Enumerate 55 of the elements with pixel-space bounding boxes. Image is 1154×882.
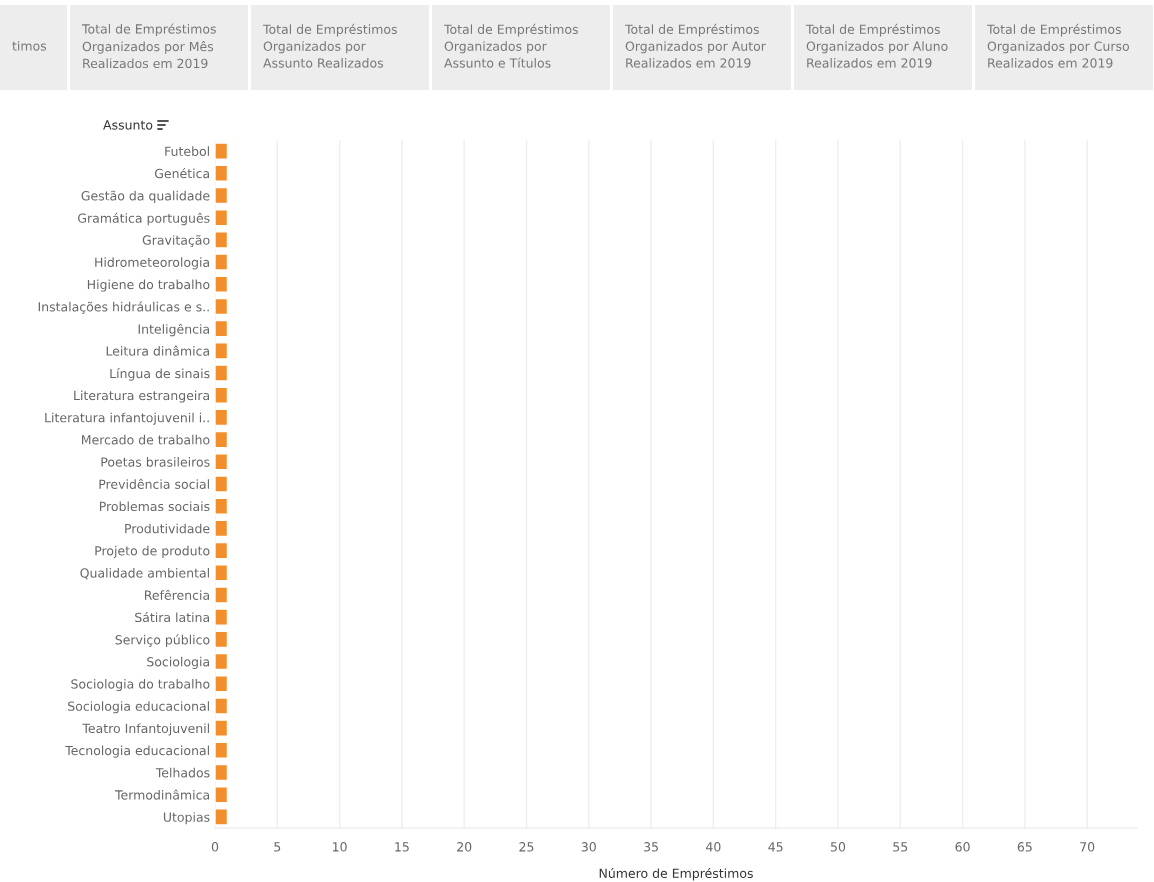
text: Total de Empréstimos Organizados por Autor Realizados em 2019 [624,23,766,68]
y-axis-title: Assunto [103,120,153,130]
y-tick-label: Sociologia educacional [68,701,209,714]
x-tick-label: 30 [581,842,596,852]
x-tick-label: 70 [1080,842,1095,852]
x-tick-label: 40 [706,842,721,852]
y-tick-label: Gravitação [142,234,210,248]
y-tick-label: Previdência social [99,478,209,489]
x-tick-label: 60 [955,842,970,852]
y-tick-label: Utopias [163,812,210,825]
y-tick-label: Telhados [155,767,210,778]
y-tick-label: Poetas brasileiros [101,457,210,467]
y-tick-label: Gestão da qualidade [81,190,210,203]
x-tick-label: 55 [893,842,908,852]
y-tick-label: Gramática português [78,212,210,226]
text: Total de Empréstimos Organizados por Curso Realizados em 2019 [986,23,1129,68]
x-tick-label: 10 [333,842,347,852]
y-tick-label: Língua de sinais [110,368,210,381]
y-tick-label: Genética [154,168,209,179]
y-tick-label: Futebol [165,146,209,157]
x-tick-label: 5 [274,842,281,852]
y-tick-label: Instalações hidráulicas e s.. [38,301,209,314]
y-tick-label: Serviço público [115,634,210,647]
y-tick-label: Tecnologia educacional [65,745,209,758]
y-tick-label: Literatura infantojuvenil i.. [45,412,209,425]
y-tick-label: Teatro Infantojuvenil [82,723,209,736]
y-tick-label: Inteligência [138,323,209,337]
y-tick-label: Leitura dinâmica [106,345,209,356]
y-tick-label: Hidrometeorologia [95,257,209,270]
x-tick-label: 15 [395,842,409,852]
text: Total de Empréstimos Organizados por Assunto e Títulos [443,23,578,68]
y-tick-label: Sociologia [147,656,209,669]
x-tick-label: 25 [519,842,534,852]
y-tick-label: Higiene do trabalho [87,279,210,292]
y-tick-label: Termodinâmica [114,789,209,800]
y-tick-label: Refêrencia [144,589,209,600]
y-tick-label: Produtividade [125,523,210,534]
text: Total de Empréstimos Organizados por Assunto Realizados [262,23,397,68]
x-tick-label: 20 [457,842,472,852]
y-tick-label: Projeto de produto [95,545,210,558]
text: Total de Empréstimos Organizados por Mês Realizados em 2019 [81,23,216,69]
text: Total de Empréstimos Organizados por Aluno Realizados em 2019 [805,23,948,68]
x-tick-label: 65 [1017,842,1032,852]
y-tick-label: Problemas sociais [99,501,210,512]
y-tick-label: Qualidade ambiental [80,568,209,580]
x-tick-label: 50 [830,842,846,852]
x-tick-label: 35 [644,842,658,852]
y-tick-label: Sátira latina [135,611,210,623]
y-tick-label: Sociologia do trabalho [71,678,210,692]
y-tick-label: Mercado de trabalho [82,434,210,445]
text: timos [12,40,47,51]
x-axis-title: Número de Empréstimos [599,867,753,881]
y-tick-label: Literatura estrangeira [74,390,210,403]
x-tick-label: 45 [768,842,783,852]
x-tick-label: 0 [211,842,219,852]
